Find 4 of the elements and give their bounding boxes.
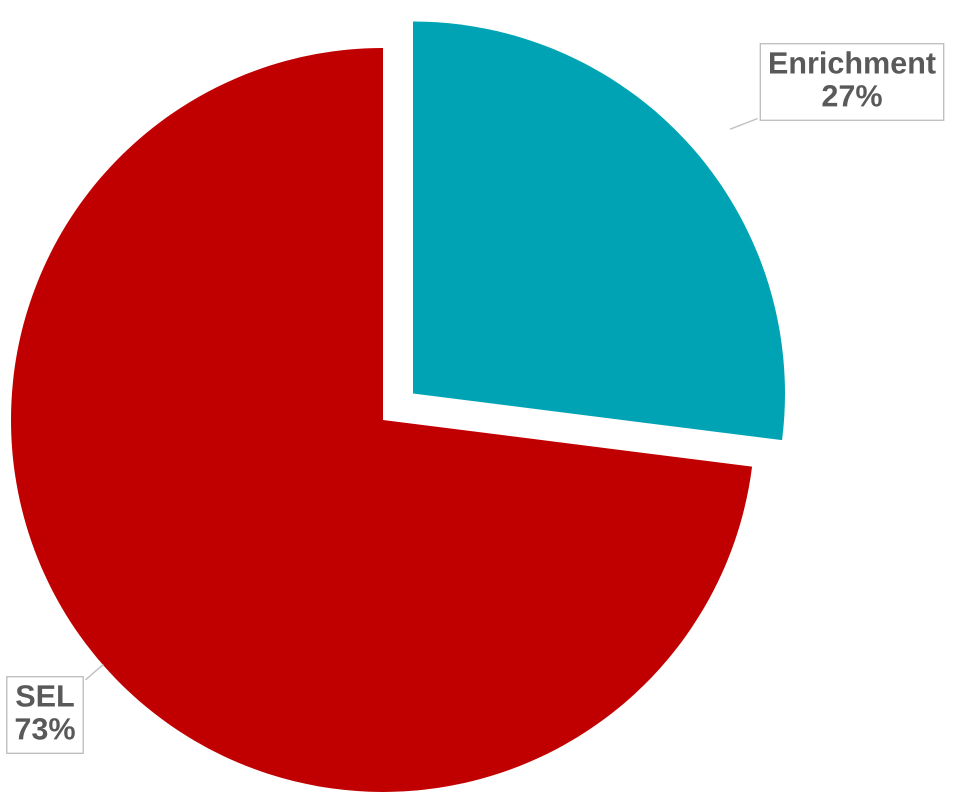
data-label: 27%	[822, 85, 882, 107]
data-label: 73%	[16, 718, 75, 740]
slice-label: Enrichment	[770, 51, 936, 74]
slice-label: SEL	[16, 685, 74, 707]
